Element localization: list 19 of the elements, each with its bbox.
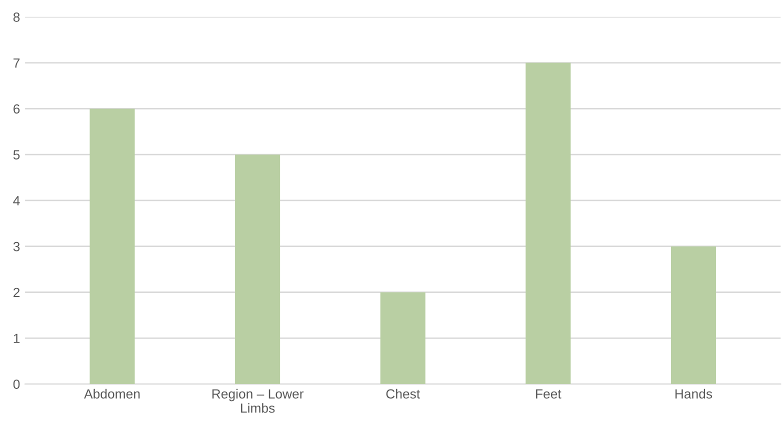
y-tick-label: 2 [14, 288, 20, 298]
bar [670, 246, 716, 384]
bar [90, 108, 135, 384]
y-tick-label: 0 [13, 380, 20, 389]
y-tick-label: 8 [13, 12, 20, 22]
x-tick-label: Feet [536, 389, 562, 399]
x-tick-label: Hands [675, 388, 712, 399]
x-tick-label: Region – Lower Limbs [212, 388, 304, 413]
y-tick-label: 6 [14, 104, 20, 114]
y-tick-label: 7 [14, 58, 20, 68]
bar [380, 292, 426, 384]
y-tick-label: 4 [13, 196, 20, 206]
x-tick-label: Chest [386, 388, 420, 399]
y-tick-label: 1 [14, 334, 20, 343]
bar [235, 154, 280, 384]
bar [526, 62, 571, 384]
x-tick-label: Abdomen [84, 388, 140, 399]
y-tick-label: 3 [13, 242, 20, 252]
y-tick-label: 5 [13, 150, 20, 160]
